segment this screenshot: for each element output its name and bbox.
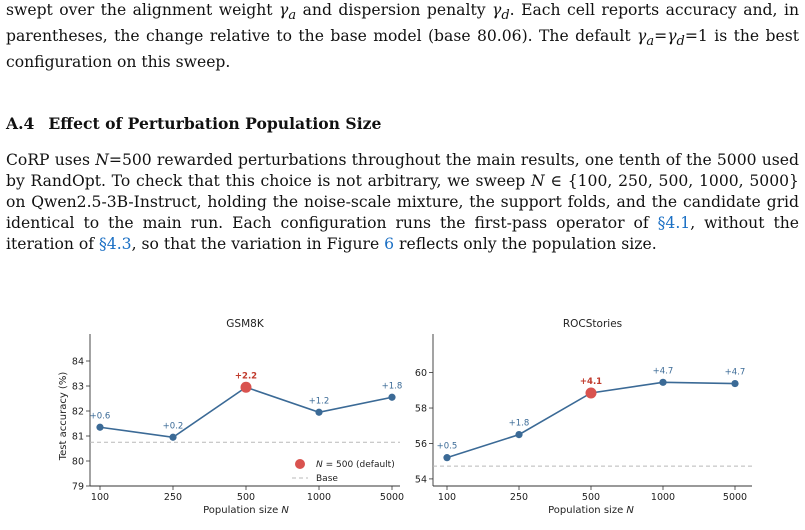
x-tick-label: 250 <box>164 492 182 503</box>
figure-population-size: GSM8K 79 80 81 82 83 84 100 250 500 1000 5000 Popula… <box>58 318 752 516</box>
data-label: +2.2 <box>235 371 257 381</box>
y-tick-label: 54 <box>415 474 427 485</box>
data-label: +0.2 <box>163 421 184 431</box>
data-label: +0.5 <box>437 442 458 452</box>
data-label: +1.8 <box>382 381 403 391</box>
y-tick-label: 79 <box>72 482 84 493</box>
x-tick-label: 250 <box>510 492 528 503</box>
data-point <box>169 433 177 441</box>
data-label: +4.7 <box>653 366 674 376</box>
x-tick-label: 5000 <box>380 492 404 503</box>
x-axis-label: Population size N <box>548 505 634 516</box>
y-tick-label: 56 <box>415 439 427 450</box>
legend-label-default: N = 500 (default) <box>316 460 395 470</box>
y-tick-label: 83 <box>72 382 84 393</box>
data-point <box>731 379 739 388</box>
series-line <box>99 386 393 439</box>
section-link-4-3[interactable]: §4.3 <box>99 235 132 253</box>
data-label: +0.6 <box>90 411 111 421</box>
section-heading: A.4 Effect of Perturbation Population Siz… <box>6 114 382 133</box>
y-axis-label: Test accuracy (%) <box>58 372 69 462</box>
data-point-highlight <box>585 387 597 399</box>
chart-title: GSM8K <box>226 318 265 330</box>
x-tick-label: 1000 <box>307 492 331 503</box>
data-point <box>659 378 667 386</box>
x-tick-label: 5000 <box>723 492 747 503</box>
data-point <box>315 408 323 416</box>
paragraph-top: swept over the alignment weight γa and d… <box>6 1 800 72</box>
paragraph-main: CoRP uses N=500 rewarded perturbations t… <box>6 151 799 253</box>
x-tick-label: 500 <box>237 492 255 503</box>
y-tick-label: 58 <box>415 404 427 415</box>
legend-marker-default <box>295 459 305 469</box>
x-tick-label: 500 <box>582 492 600 503</box>
chart-title: ROCStories <box>563 318 622 330</box>
y-tick-label: 81 <box>72 432 84 443</box>
x-axis-label: Population size N <box>203 505 289 516</box>
data-label: +4.1 <box>580 377 602 387</box>
y-tick-label: 80 <box>72 457 84 468</box>
x-tick-label: 1000 <box>651 492 675 503</box>
y-tick-label: 60 <box>415 368 427 379</box>
data-label: +4.7 <box>725 368 746 378</box>
data-point-highlight <box>240 381 252 393</box>
y-tick-label: 82 <box>72 407 84 418</box>
legend-label-base: Base <box>316 474 338 484</box>
x-tick-label: 100 <box>438 492 456 503</box>
data-label: +1.8 <box>509 419 530 429</box>
x-tick-label: 100 <box>91 492 109 503</box>
data-label: +1.2 <box>309 396 330 406</box>
data-point <box>388 393 396 401</box>
section-link-4-1[interactable]: §4.1 <box>657 214 691 232</box>
y-tick-label: 84 <box>72 357 84 368</box>
figure-link-6[interactable]: 6 <box>384 235 395 253</box>
data-point <box>96 423 104 431</box>
data-point <box>443 454 451 462</box>
data-point <box>515 431 523 439</box>
